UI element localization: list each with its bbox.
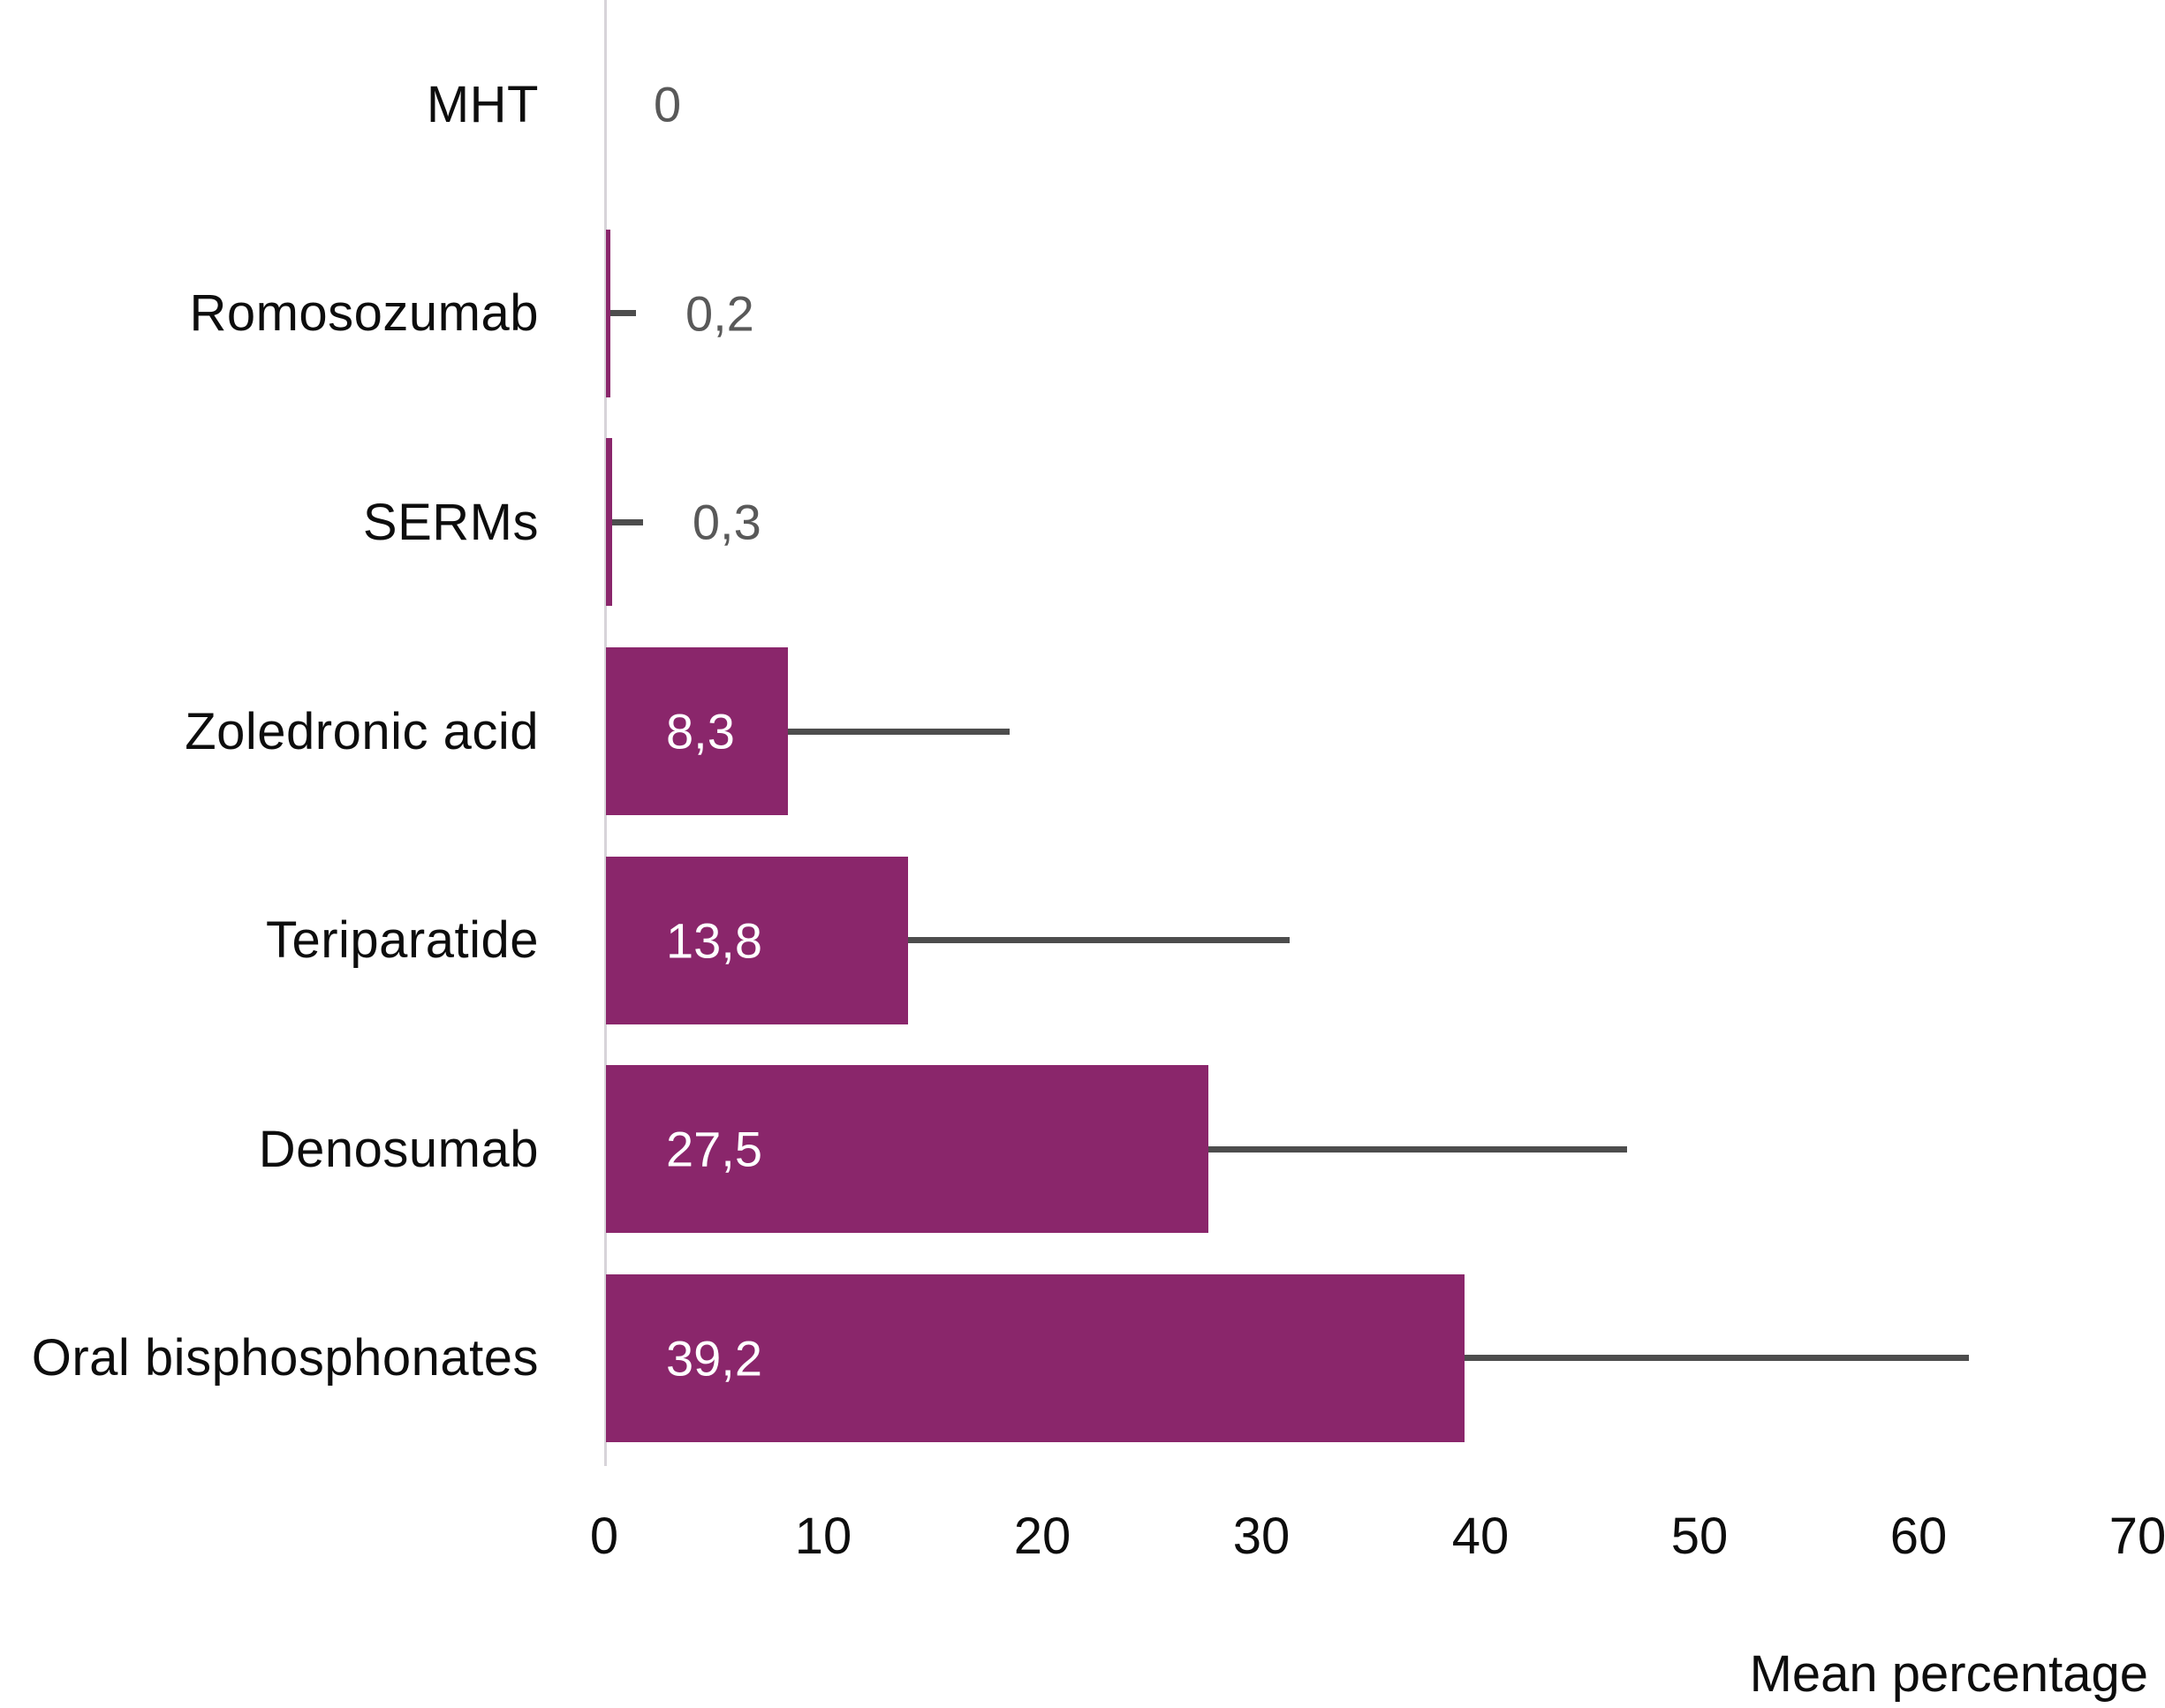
error-bar	[1207, 1145, 1628, 1153]
x-tick-label: 50	[1670, 1508, 1729, 1565]
category-label: Zoledronic acid	[185, 702, 539, 760]
value-label: 0,2	[685, 285, 754, 342]
error-bar	[610, 518, 643, 525]
bar	[606, 647, 788, 816]
value-label: 39,2	[666, 1330, 762, 1387]
bar	[606, 1065, 1208, 1234]
category-label: MHT	[426, 75, 539, 133]
chart-row: SERMs 0,3	[0, 418, 2165, 627]
value-label: 0,3	[692, 494, 761, 550]
chart-row: Romosozumab 0,2	[0, 209, 2165, 419]
chart-row: Oral bisphosphonates 39,2	[0, 1254, 2165, 1463]
value-label: 27,5	[666, 1121, 762, 1177]
x-tick-label: 60	[1889, 1508, 1948, 1565]
bar	[606, 438, 613, 607]
error-bar	[785, 728, 1010, 735]
bar	[606, 856, 909, 1024]
chart-row: Teriparatide 13,8	[0, 835, 2165, 1045]
category-label: Denosumab	[258, 1120, 539, 1178]
value-label: 0	[654, 76, 682, 132]
x-tick-label: 20	[1013, 1508, 1071, 1565]
bar	[606, 1273, 1465, 1442]
category-label: Romosozumab	[189, 284, 539, 343]
error-bar	[608, 310, 636, 317]
x-tick-label: 10	[794, 1508, 852, 1565]
chart-row: Denosumab 27,5	[0, 1045, 2165, 1254]
x-tick-label: 0	[589, 1508, 619, 1565]
value-label: 13,8	[666, 912, 762, 969]
value-label: 8,3	[666, 703, 735, 760]
x-tick-label: 40	[1451, 1508, 1510, 1565]
x-tick-label: 30	[1232, 1508, 1291, 1565]
category-label: Teriparatide	[265, 911, 539, 970]
chart-row: Zoledronic acid 8,3	[0, 627, 2165, 836]
category-label: Oral bisphosphonates	[31, 1329, 539, 1387]
x-tick-label: 70	[2108, 1508, 2165, 1565]
category-label: SERMs	[362, 493, 539, 551]
x-axis-label: Mean percentage	[1749, 1645, 2148, 1703]
bar	[606, 229, 610, 397]
chart-row: MHT 0	[0, 0, 2165, 209]
y-axis-line	[604, 0, 607, 1467]
error-bar	[906, 937, 1291, 944]
error-bar	[1463, 1355, 1970, 1362]
